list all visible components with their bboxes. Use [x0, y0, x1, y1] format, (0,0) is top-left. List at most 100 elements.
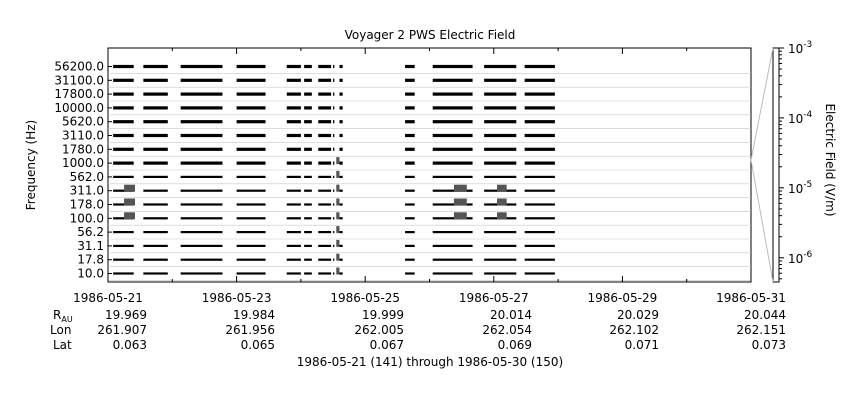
data-segment: [286, 92, 301, 96]
data-segment: [143, 64, 168, 69]
data-segment: [113, 133, 134, 138]
data-segment: [236, 92, 266, 96]
data-segment: [484, 120, 517, 124]
data-segment: [318, 133, 332, 138]
data-segment: [333, 106, 335, 110]
data-segment: [304, 133, 312, 138]
data-segment: [318, 231, 332, 234]
colorbar-tick-exponent: -3: [803, 40, 812, 50]
data-segment: [333, 272, 335, 275]
data-segment: [432, 272, 473, 275]
data-segment: [304, 203, 312, 206]
data-segment: [339, 258, 343, 261]
data-segment: [524, 64, 555, 69]
colorbar-label: Electric Field (V/m): [823, 103, 837, 216]
data-segment: [432, 120, 473, 124]
data-segment: [113, 92, 134, 96]
data-segment: [143, 258, 168, 261]
data-segment: [339, 272, 343, 275]
data-segment: [143, 106, 168, 110]
data-segment: [405, 147, 415, 151]
data-segment: [236, 244, 266, 247]
colorbar: 10-310-410-510-6: [750, 40, 813, 283]
y-tick-label: 10.0: [77, 267, 104, 281]
data-segment: [339, 217, 343, 220]
data-segment: [432, 189, 473, 192]
colorbar-frame: [772, 47, 780, 283]
colorbar-connector-bottom: [750, 159, 774, 283]
data-segment: [318, 258, 332, 261]
data-segment: [286, 244, 301, 247]
data-segment: [318, 120, 332, 124]
ephemeris-lat-value: 0.063: [113, 338, 147, 352]
x-tick-label: 1986-05-21: [73, 291, 143, 305]
data-segment: [180, 258, 223, 261]
data-segment: [405, 203, 415, 206]
data-segment: [113, 258, 134, 261]
data-segment: [318, 217, 332, 220]
data-segment: [432, 133, 473, 138]
data-segment: [339, 64, 343, 69]
data-segment: [484, 175, 517, 178]
y-tick-label: 17800.0: [54, 87, 104, 101]
colorbar-tick-base: 10: [788, 252, 803, 266]
data-segment: [432, 64, 473, 69]
data-segment: [286, 106, 301, 110]
data-segment: [333, 64, 335, 69]
data-segment: [304, 161, 312, 165]
data-segment: [405, 120, 415, 124]
data-segment: [339, 147, 343, 151]
ephemeris-rau-value: 20.029: [617, 308, 659, 322]
data-segment: [180, 189, 223, 192]
data-segment: [236, 189, 266, 192]
emission-burst: [336, 170, 340, 178]
data-segment: [113, 175, 134, 178]
data-segment: [304, 106, 312, 110]
emission-burst: [336, 267, 340, 275]
data-segment: [339, 92, 343, 96]
data-segment: [318, 175, 332, 178]
data-segment: [333, 147, 335, 151]
data-segment: [304, 258, 312, 261]
colorbar-tick-base: 10: [788, 112, 803, 126]
emission-burst: [124, 198, 136, 206]
data-segment: [339, 231, 343, 234]
data-segment: [339, 244, 343, 247]
colorbar-tick-label: 10-6: [788, 250, 813, 266]
data-segment: [180, 133, 223, 138]
ephemeris-rau-value: 19.999: [362, 308, 404, 322]
data-segment: [286, 175, 301, 178]
data-segment: [236, 120, 266, 124]
colorbar-connector-top: [750, 47, 774, 161]
y-tick-label: 17.8: [77, 253, 104, 267]
data-segment: [143, 244, 168, 247]
data-segment: [484, 147, 517, 151]
data-segment: [405, 272, 415, 275]
data-segment: [113, 217, 134, 220]
emission-burst: [124, 212, 136, 220]
data-segment: [333, 78, 335, 82]
emission-burst: [453, 212, 467, 220]
data-segment: [236, 78, 266, 82]
ephemeris-row-label-lon: Lon: [50, 323, 71, 337]
data-segment: [339, 189, 343, 192]
ephemeris-lat-value: 0.071: [625, 338, 659, 352]
data-segment: [484, 244, 517, 247]
data-segment: [180, 78, 223, 82]
y-tick-label: 100.0: [70, 211, 104, 225]
data-segment: [236, 231, 266, 234]
data-segment: [524, 78, 555, 82]
ephemeris-rau-value: 19.969: [105, 308, 147, 322]
data-segment: [113, 272, 134, 275]
data-segment: [143, 203, 168, 206]
data-segment: [286, 78, 301, 82]
data-segment: [143, 231, 168, 234]
data-segment: [524, 189, 555, 192]
y-tick-label: 178.0: [70, 198, 104, 212]
emission-burst: [336, 226, 340, 234]
data-segment: [432, 147, 473, 151]
data-segment: [236, 106, 266, 110]
data-segment: [405, 258, 415, 261]
